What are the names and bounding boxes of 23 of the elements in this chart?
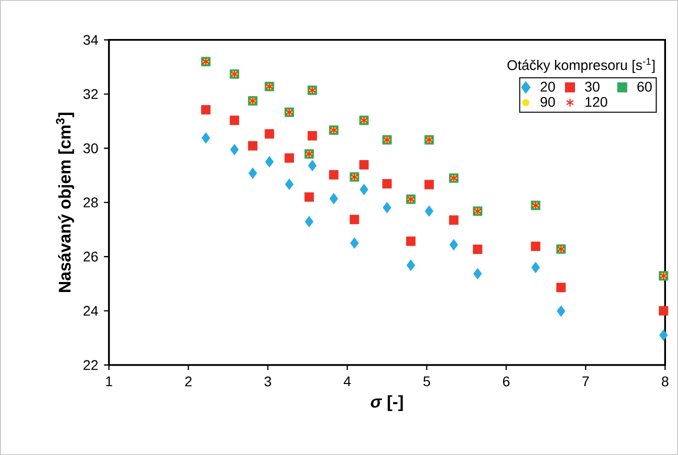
y-tick-label: 24 [84,306,98,316]
legend-label: 60 [637,82,652,92]
legend-label: 90 [540,97,555,107]
legend-label: 30 [585,82,600,92]
legend-label: 20 [540,82,555,92]
x-axis-title: σ [-] [370,395,403,412]
y-tick-label: 34 [83,34,98,45]
x-tick-label: 3 [264,376,272,386]
y-tick-label: 28 [84,198,98,208]
x-tick-label: 8 [662,376,668,386]
x-tick-label: 5 [423,376,430,386]
x-tick-label: 7 [582,376,589,386]
y-tick-label: 26 [84,252,98,262]
x-tick-label: 6 [503,376,510,386]
legend-label: 120 [586,97,608,107]
x-tick-label: 4 [344,376,351,386]
y-tick-label: 32 [83,89,98,100]
y-tick-label: 30 [83,143,98,154]
x-tick-label: 1 [106,376,112,386]
y-axis-title: Nasávaný objem [cm$^{3}$] [56,112,74,292]
y-tick-label: 22 [84,360,98,370]
x-tick-label: 2 [185,376,192,386]
legend-title: Otáčky kompresoru [s$^{-1}$] [507,58,655,73]
